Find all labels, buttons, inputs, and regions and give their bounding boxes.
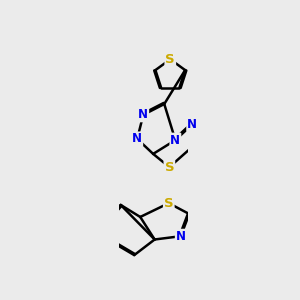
- Text: N: N: [176, 230, 186, 243]
- Text: N: N: [187, 118, 197, 131]
- Text: S: S: [165, 160, 174, 174]
- Text: N: N: [170, 134, 180, 147]
- Text: N: N: [132, 132, 142, 146]
- Text: S: S: [164, 197, 174, 210]
- Text: N: N: [138, 108, 148, 122]
- Text: S: S: [166, 53, 175, 66]
